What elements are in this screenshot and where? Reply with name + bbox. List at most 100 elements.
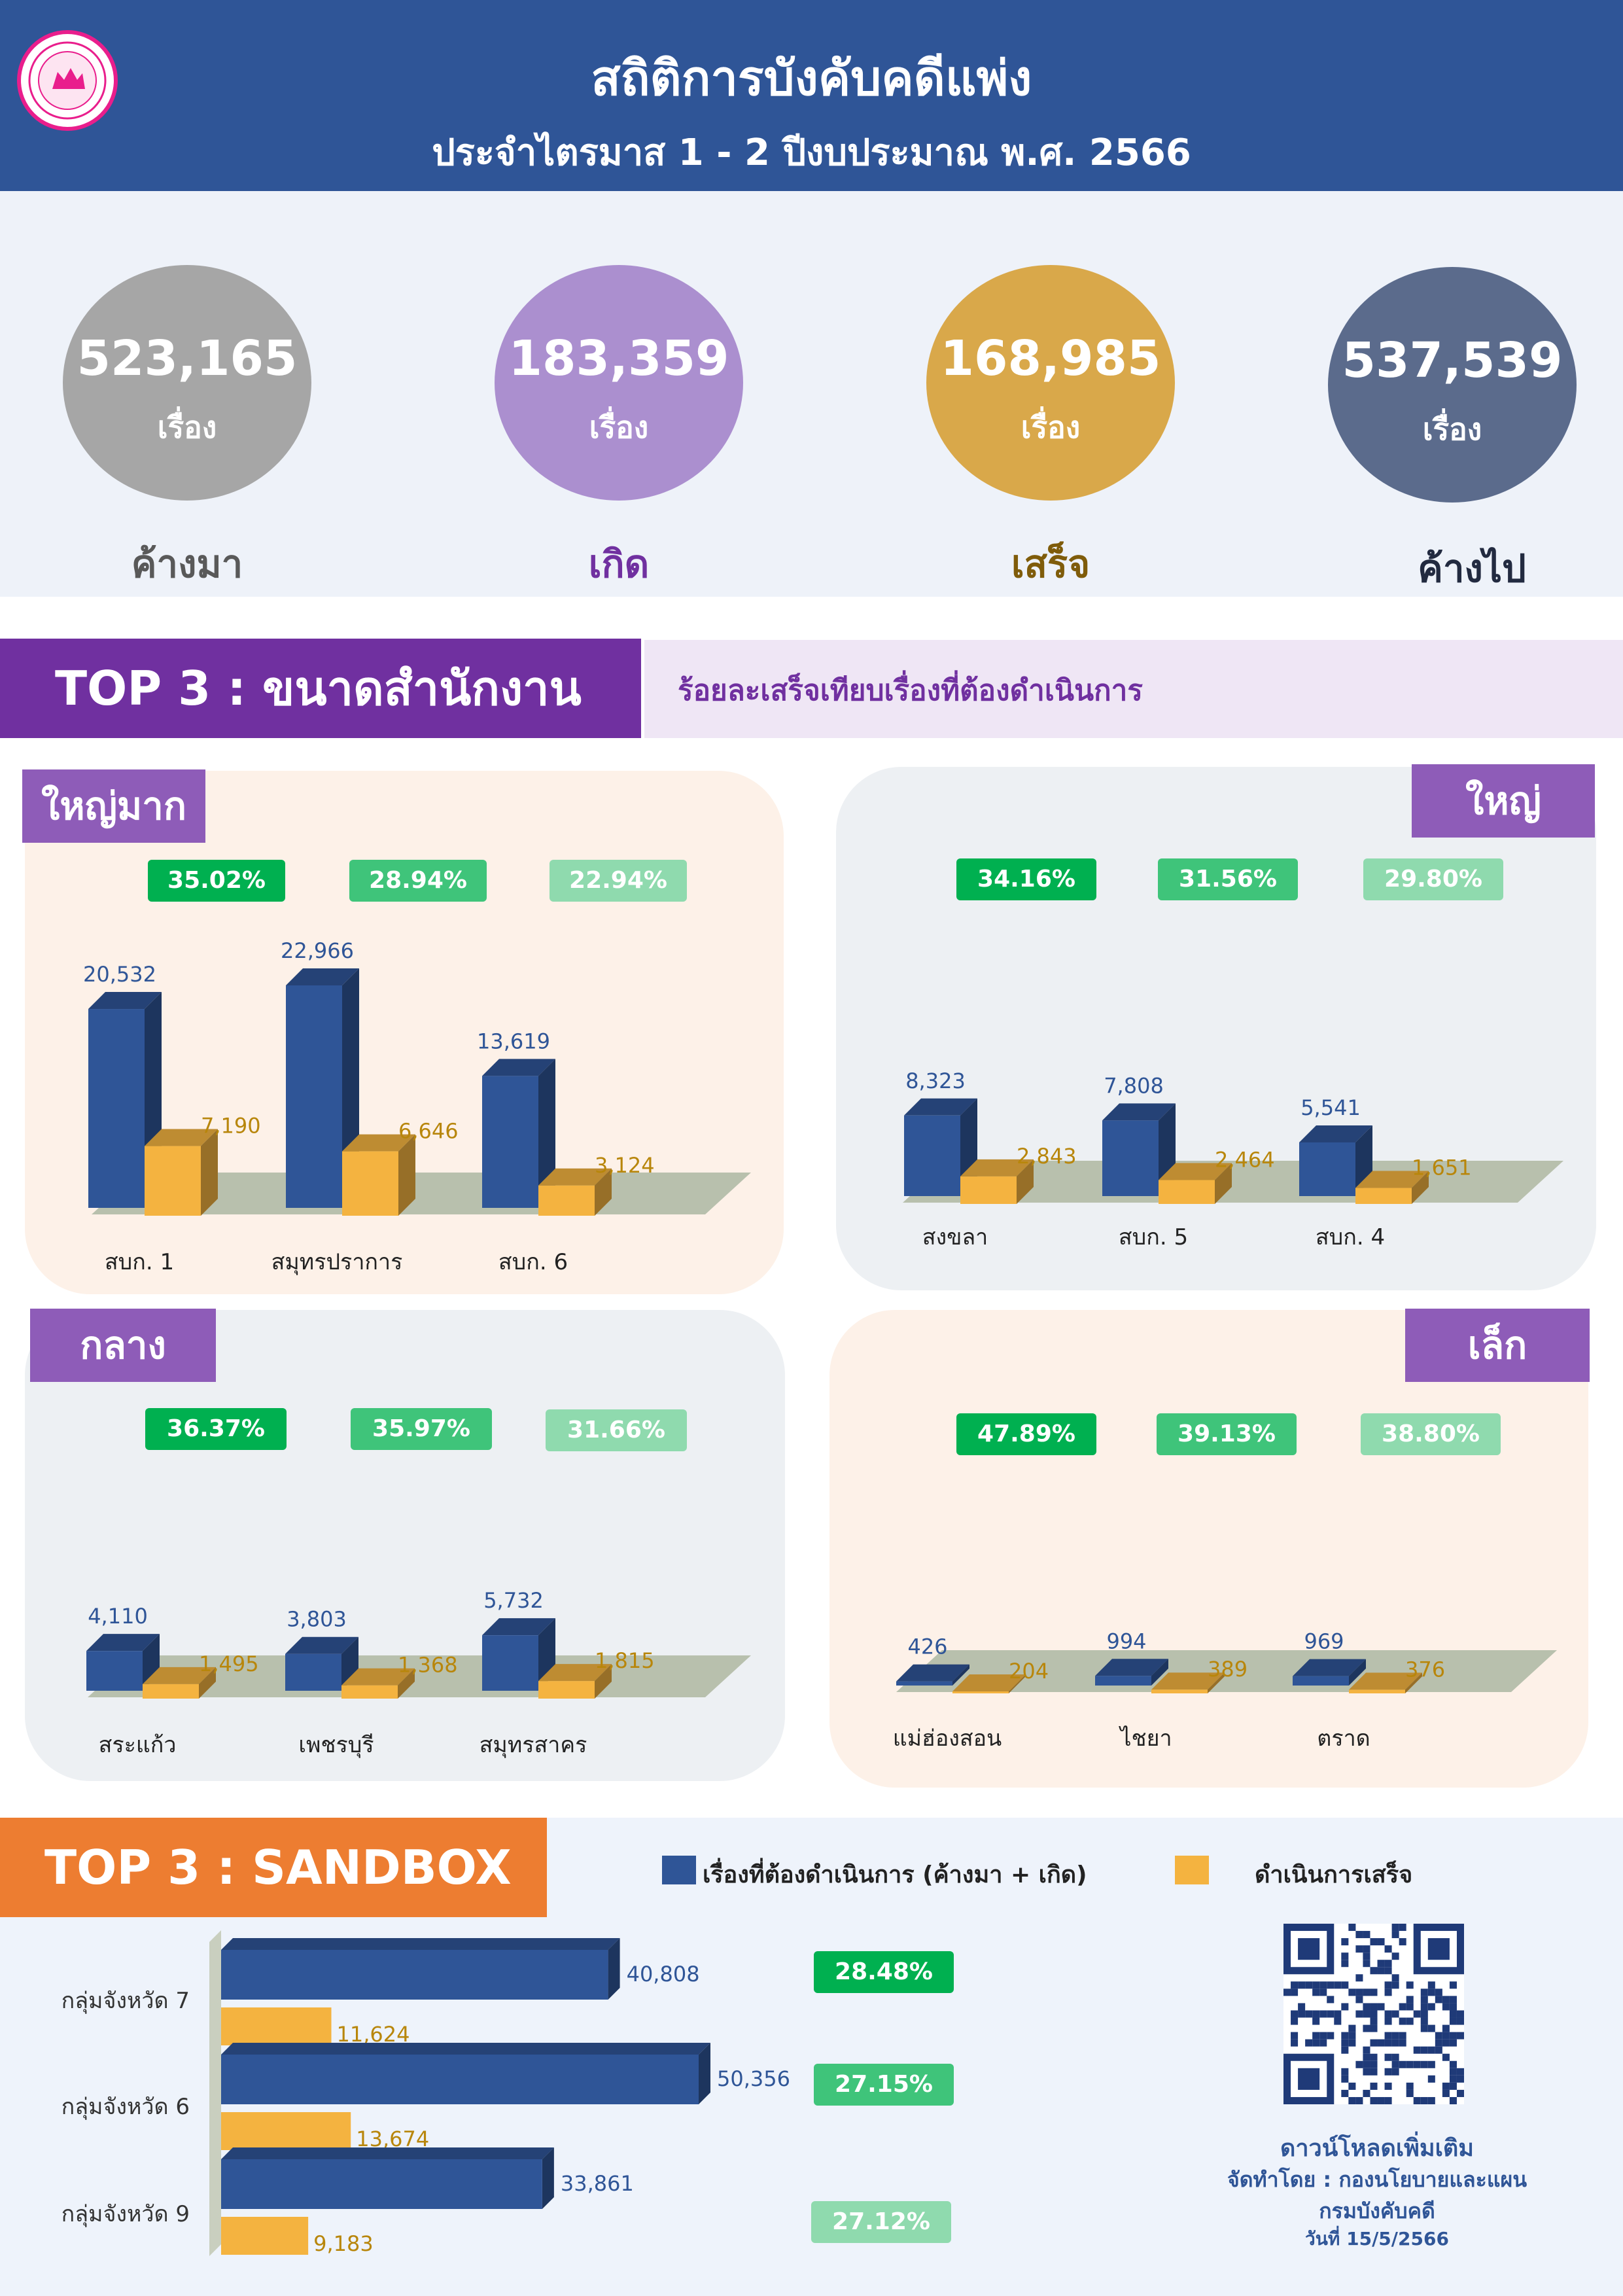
qr-module [1341,1952,1349,1960]
percent-badge: 27.12% [811,2201,951,2243]
value-label-blue: 4,110 [88,1604,148,1629]
qr-module [1391,1931,1399,1939]
legend-swatch-orange [1175,1856,1209,1884]
qr-module [1391,2039,1399,2047]
qr-module [1341,1938,1349,1946]
qr-module [1363,2068,1370,2075]
bar-blue-top [88,992,162,1010]
summary-circle-backlog: 523,165 เรื่อง [63,265,311,501]
qr-code[interactable] [1283,1924,1464,2104]
qr-module [1384,2039,1392,2047]
bar-orange [960,1176,1017,1204]
summary-unit: เรื่อง [589,410,649,445]
qr-module [1449,2017,1457,2025]
summary-value: 183,359 [508,330,729,387]
value-label-orange: 13,674 [356,2127,429,2151]
qr-module [1391,1974,1399,1982]
value-label-blue: 426 [907,1634,947,1659]
qr-module [1449,2075,1457,2083]
qr-module [1449,1996,1457,2004]
value-label-orange: 3,124 [595,1153,655,1178]
qr-module [1384,1945,1392,1953]
percent-badge: 35.97% [351,1408,492,1450]
qr-module [1449,2010,1457,2018]
summary-circle-remaining: 537,539 เรื่อง [1328,267,1577,503]
summary-caption: ค้างมา [131,542,243,586]
sandbox-title: TOP 3 : SANDBOX [0,1818,547,1917]
qr-module [1427,2096,1435,2104]
qr-module [1355,1974,1363,1982]
qr-module [1348,2024,1356,2032]
bar-blue [896,1681,952,1686]
qr-module [1363,2089,1370,2097]
bar-orange-side [1412,1171,1429,1204]
value-label-blue: 40,808 [627,1962,700,1987]
qr-module [1456,2089,1464,2097]
bar-blue [482,1076,538,1208]
bar-orange [1159,1180,1215,1204]
percent-badge: 47.89% [956,1413,1096,1455]
department-logo [17,30,118,131]
qr-module [1449,2032,1457,2040]
bar-blue-top [1299,1125,1372,1142]
qr-module [1427,2060,1435,2068]
value-label-blue: 13,619 [477,1029,550,1053]
qr-module [1377,2003,1385,2011]
qr-module [1413,2060,1421,2068]
qr-module [1312,2032,1320,2040]
qr-module [1305,2039,1313,2047]
qr-module [1413,2096,1421,2104]
value-label-orange: 6,646 [398,1119,459,1144]
qr-module [1384,2053,1392,2061]
qr-module [1341,1981,1349,1989]
value-label-orange: 1,368 [398,1653,458,1678]
department-name: กรมบังคับคดี [1319,2199,1435,2223]
bar-orange-side [398,1134,415,1216]
qr-module [1370,2024,1378,2032]
qr-module [1384,2017,1392,2025]
bar-orange-side [1017,1159,1034,1204]
bar-blue [482,1635,538,1691]
bar-orange [1151,1689,1208,1693]
qr-module [1355,1945,1363,1953]
panel-tag: ใหญ่มาก [22,769,205,843]
qr-module [1370,2003,1378,2011]
bar-blue-top [1293,1659,1366,1676]
value-label-orange: 2,843 [1017,1144,1077,1169]
bar-orange [143,1684,199,1699]
qr-module [1420,1988,1428,1996]
qr-module [1399,2032,1406,2040]
qr-module [1399,2060,1406,2068]
bar-orange-side [1215,1163,1232,1204]
bar-orange [145,1146,201,1216]
summary-unit: เรื่อง [157,410,217,445]
value-label-blue: 22,966 [281,938,354,963]
qr-module [1456,2068,1464,2075]
qr-module [1363,2024,1370,2032]
qr-module [1370,1988,1378,1996]
sandbox-category: กลุ่มจังหวัด 7 [61,1988,190,2014]
bar-blue [221,1950,608,2000]
bar-orange-top [145,1129,218,1146]
qr-module [1442,2082,1450,2090]
qr-module [1298,1981,1306,1989]
value-label-orange: 376 [1405,1657,1445,1682]
percent-badge: 31.56% [1158,858,1298,900]
value-label-orange: 2,464 [1215,1148,1275,1173]
bar-blue-side [1349,1659,1366,1686]
bar-orange-side [595,1664,612,1699]
qr-module [1456,2075,1464,2083]
value-label-orange: 1,495 [199,1651,259,1676]
legend-swatch-blue [662,1856,696,1884]
qr-module [1420,1996,1428,2004]
legend-label: เรื่องที่ต้องดำเนินการ (ค้างมา + เกิด) [703,1862,1087,1888]
qr-module [1435,2039,1442,2047]
value-label-orange: 7,190 [201,1114,261,1139]
qr-module [1384,1981,1392,1989]
qr-module [1420,2096,1428,2104]
value-label-blue: 7,808 [1104,1073,1164,1098]
qr-module [1427,2003,1435,2011]
qr-module [1319,2032,1327,2040]
bar-blue-side [952,1664,969,1686]
qr-module [1420,2017,1428,2025]
